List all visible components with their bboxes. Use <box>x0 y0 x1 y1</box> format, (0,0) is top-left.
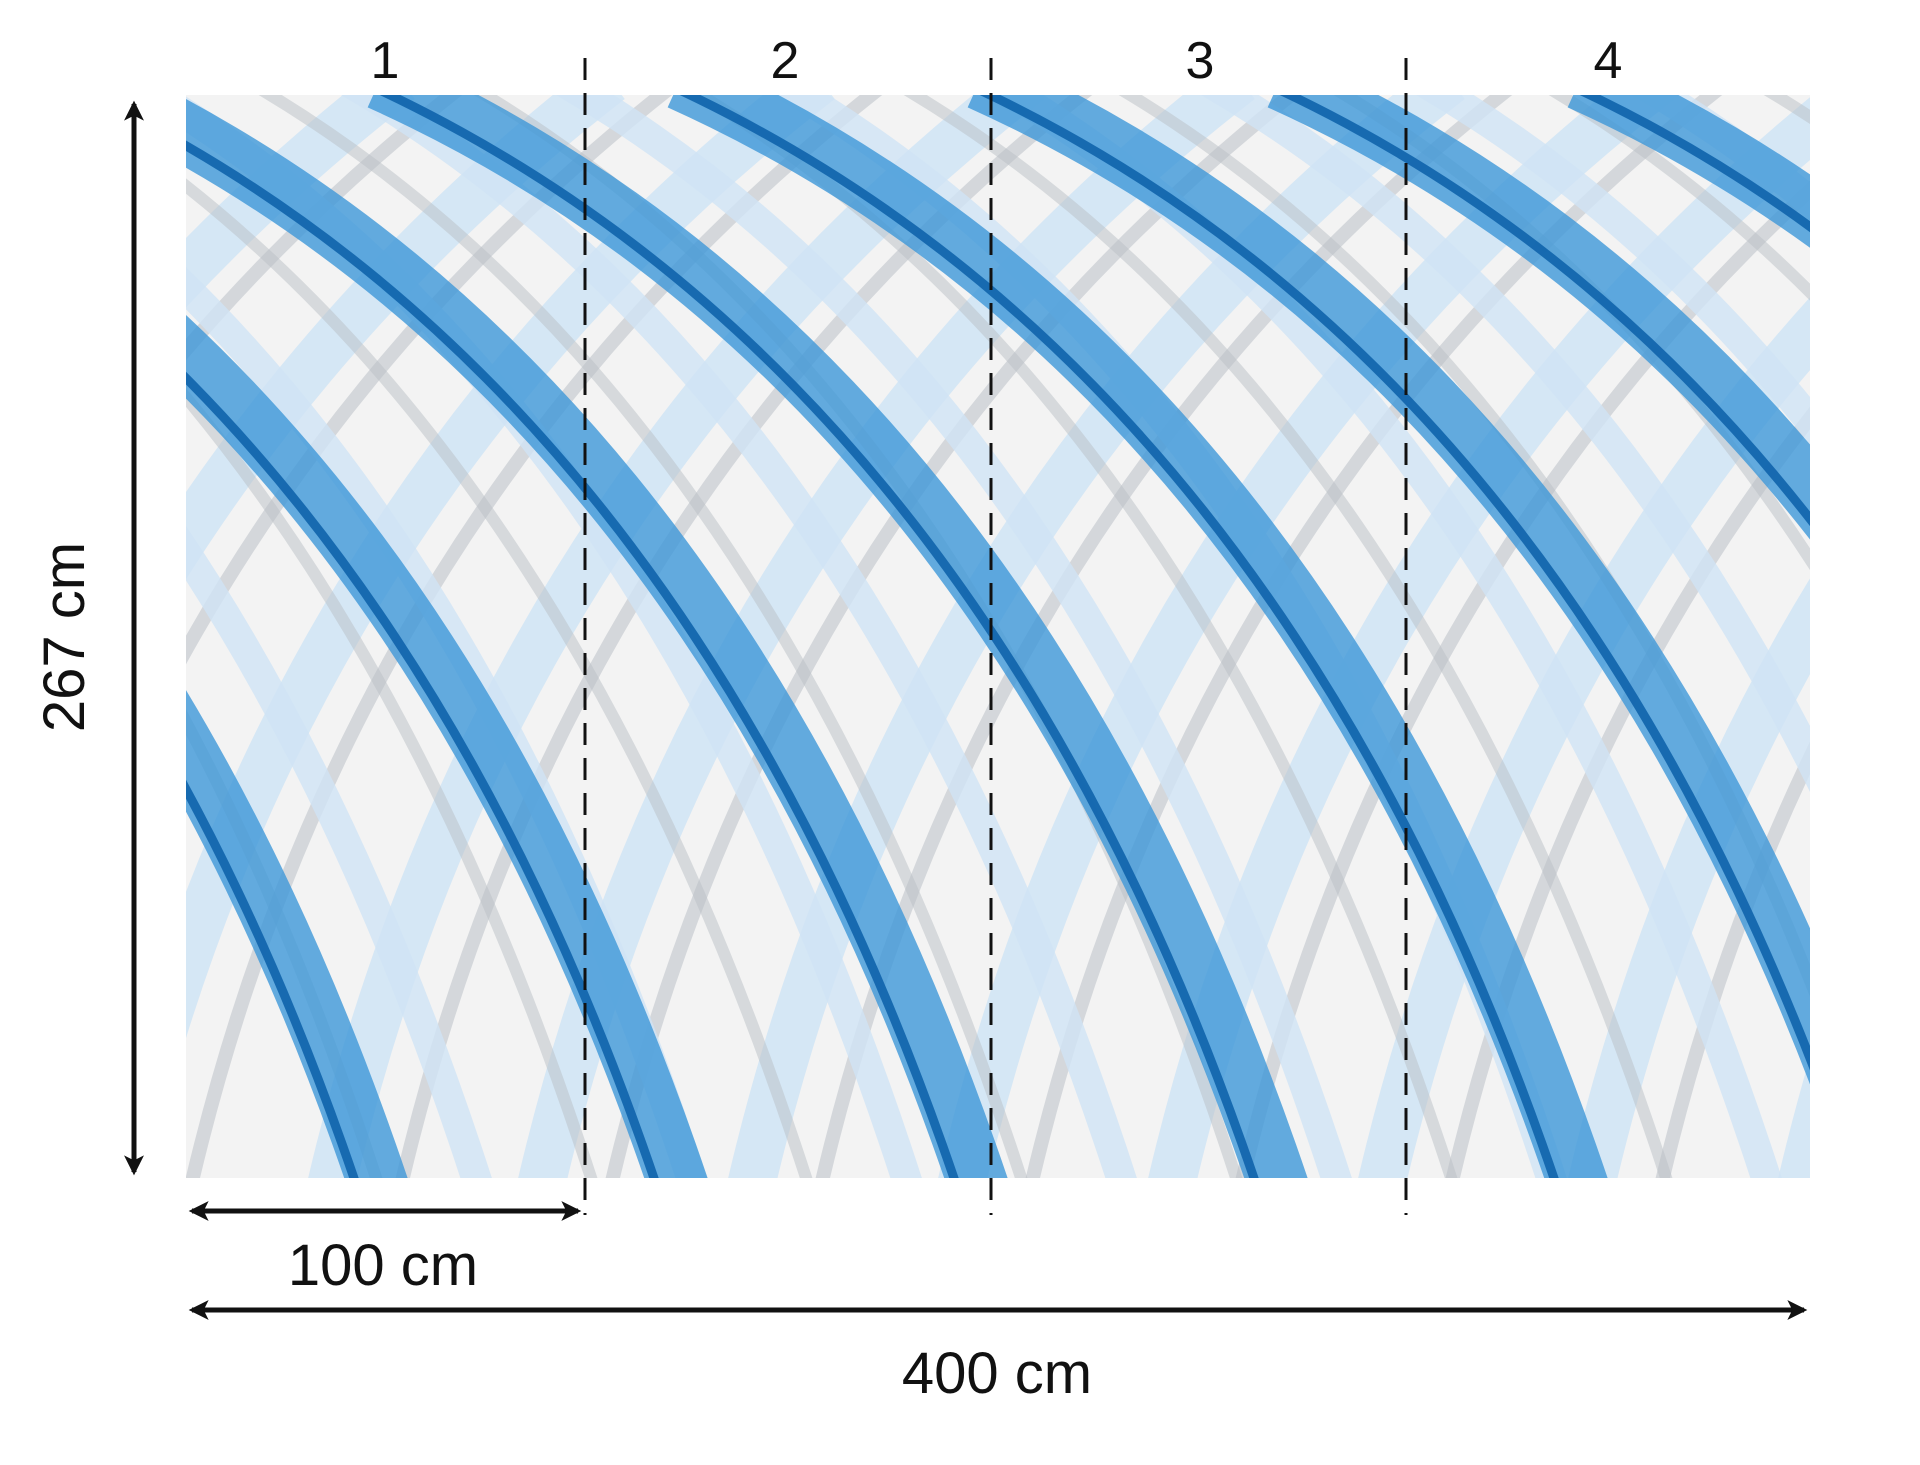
blue-stripe-edge <box>1858 80 1920 1190</box>
blue-stripe <box>186 315 708 1178</box>
blue-stripe-edge <box>1579 95 1810 233</box>
gray-cross-stripe <box>1655 741 1810 1178</box>
panel-width-label: 100 cm <box>288 1233 478 1298</box>
blue-stripe <box>1880 80 1920 1190</box>
light-band <box>186 526 492 1178</box>
light-band <box>1415 95 1810 446</box>
blue-stripe-edge <box>186 140 959 1178</box>
panel-number-4: 4 <box>1594 32 1623 90</box>
light-band <box>340 95 1137 1178</box>
light-cross-stripe <box>186 95 625 580</box>
blue-stripe <box>667 95 1608 1178</box>
total-width-dimension: 400 cm <box>188 1300 1808 1406</box>
blue-stripe-edge <box>186 371 659 1178</box>
light-cross-stripe <box>1778 1057 1810 1178</box>
panel-number-2: 2 <box>771 32 800 90</box>
light-band <box>1200 95 1810 793</box>
light-cross-stripe <box>1568 578 1810 1178</box>
gray-band <box>258 95 1028 1178</box>
blue-stripe-edge <box>186 779 359 1178</box>
panel-separators <box>583 58 1408 1215</box>
panel-number-3: 3 <box>1186 32 1215 90</box>
blue-stripe-edge <box>1279 95 1810 527</box>
blue-stripe <box>1267 95 1810 540</box>
blue-stripe <box>186 690 408 1178</box>
light-cross-stripe <box>1358 297 1810 1178</box>
gray-band <box>186 178 813 1178</box>
total-width-label: 400 cm <box>902 1341 1092 1406</box>
gray-band <box>186 388 598 1178</box>
blue-stripe <box>186 99 1008 1178</box>
blue-stripe-edge <box>979 95 1810 1071</box>
plaid-arc-stripes <box>186 80 1920 1190</box>
gray-band <box>1548 95 1810 301</box>
blue-stripe <box>1567 95 1810 248</box>
height-label: 267 cm <box>32 542 97 732</box>
light-band <box>1850 80 1920 1190</box>
height-dimension: 267 cm <box>32 100 144 1176</box>
blue-stripe-edge <box>379 95 1259 1178</box>
panel-number-1: 1 <box>371 32 400 90</box>
blue-stripe <box>967 95 1810 1085</box>
panel-numbers: 1 2 3 4 <box>371 32 1623 90</box>
gray-cross-stripe <box>1870 80 1920 1190</box>
blue-stripe <box>367 95 1308 1178</box>
panel-width-dimension: 100 cm <box>188 1201 582 1298</box>
gray-band <box>903 95 1673 1178</box>
light-band <box>555 95 1352 1178</box>
wallpaper-pattern <box>186 80 1920 1190</box>
light-cross-stripe <box>186 95 415 308</box>
blue-stripe-edge <box>679 95 1559 1178</box>
